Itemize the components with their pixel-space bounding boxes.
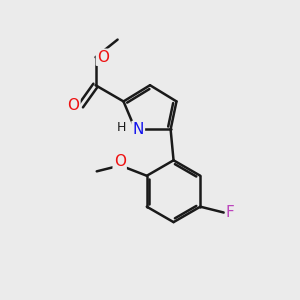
Text: N: N xyxy=(133,122,144,137)
Text: O: O xyxy=(68,98,80,113)
Text: H: H xyxy=(116,122,126,134)
Text: O: O xyxy=(114,154,126,169)
Text: F: F xyxy=(226,205,235,220)
Text: O: O xyxy=(97,50,109,65)
